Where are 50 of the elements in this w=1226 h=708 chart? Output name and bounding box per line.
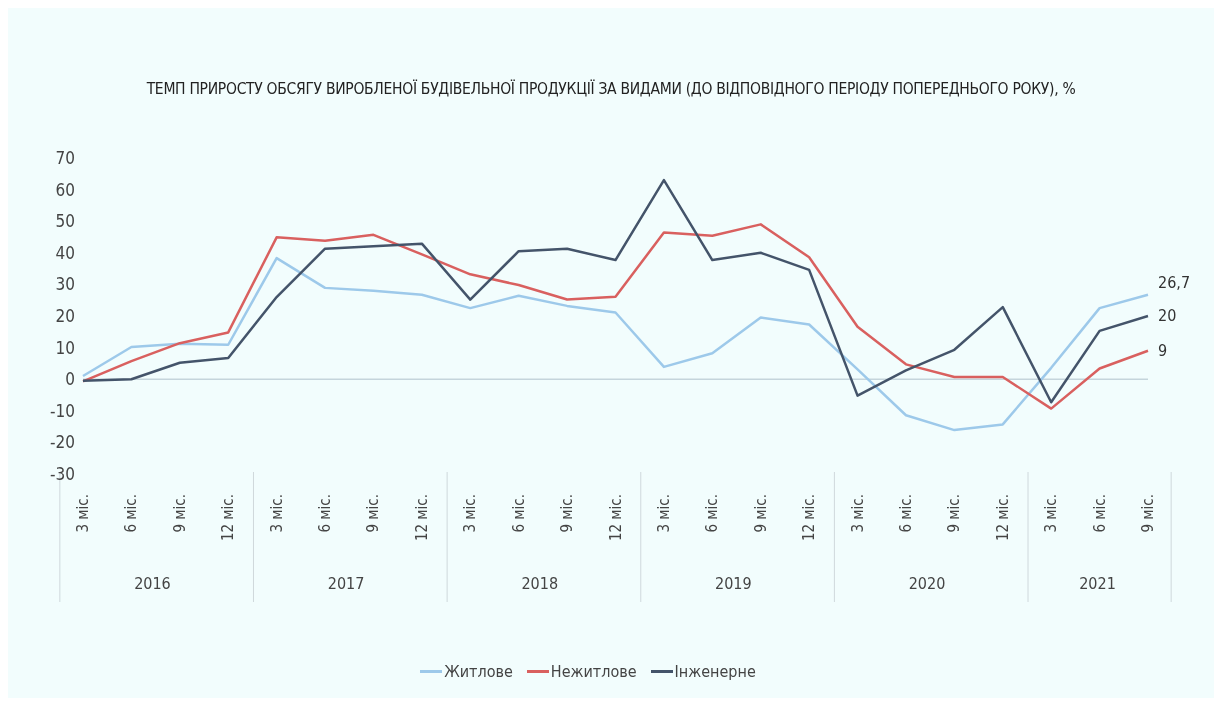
x-tick-label: 12 міс. [606,494,625,542]
line-series [81,256,1150,432]
chart-title: ТЕМП ПРИРОСТУ ОБСЯГУ ВИРОБЛЕНОЇ БУДІВЕЛЬНОЇ ПРОДУКЦІЇ ЗА ВИДАМИ (ДО ВІДПОВІДНОГО ПЕРІОДУ ПОПЕРЕДНЬОГО РОКУ), % [145,80,1077,98]
y-tick-label: 0 [65,369,75,390]
x-tick-label: 3 міс. [461,494,480,533]
y-tick-label: 70 [55,148,75,169]
legend-label: Інженерне [673,662,756,681]
x-tick-label: 12 міс. [219,494,238,542]
legend-label: Житлове [443,662,513,681]
y-tick-label: -10 [50,400,75,421]
y-tick-label: -30 [50,464,75,485]
x-tick-label: 9 міс. [1139,494,1157,533]
line-series [81,178,1150,404]
line-series [81,223,1150,410]
x-tick-label: 3 міс. [74,494,92,533]
text: 2020 [908,574,946,593]
x-tick-label: 3 міс. [848,494,867,533]
text: 2018 [521,574,559,593]
x-tick-label: 12 міс. [800,494,819,542]
x-tick-label: 3 міс. [267,494,286,533]
y-tick-label: 20 [55,306,75,327]
text: 2021 [1079,574,1116,593]
y-tick-label: 50 [55,211,75,232]
x-tick-label: 9 міс. [170,494,189,533]
text: 2017 [327,574,365,593]
y-tick-label: -20 [50,432,75,453]
text: 2019 [715,574,752,593]
data-label: 26,7 [1158,272,1191,292]
data-label: 20 [1158,306,1177,325]
x-tick-label: 6 міс. [316,494,335,533]
x-tick-label: 6 міс. [896,494,915,533]
text: 2016 [134,574,171,593]
x-tick-label: 9 міс. [364,494,383,533]
y-tick-label: 30 [55,274,75,295]
x-tick-label: 3 міс. [654,494,673,533]
x-tick-label: 6 міс. [703,494,722,533]
x-tick-label: 9 міс. [751,494,770,533]
x-tick-label: 6 міс. [509,494,528,533]
y-tick-label: 10 [55,337,75,358]
x-tick-label: 12 міс. [993,494,1012,542]
y-tick-label: 40 [55,242,75,263]
data-label: 9 [1158,340,1168,360]
x-tick-label: 9 міс. [945,494,964,533]
legend-label: Нежитлове [549,662,637,681]
x-tick-label: 3 міс. [1042,494,1061,533]
x-tick-label: 6 міс. [1090,494,1109,533]
y-tick-label: 60 [55,179,75,200]
x-tick-label: 9 міс. [558,494,577,533]
x-tick-label: 12 міс. [412,494,431,542]
x-tick-label: 6 міс. [122,494,141,533]
